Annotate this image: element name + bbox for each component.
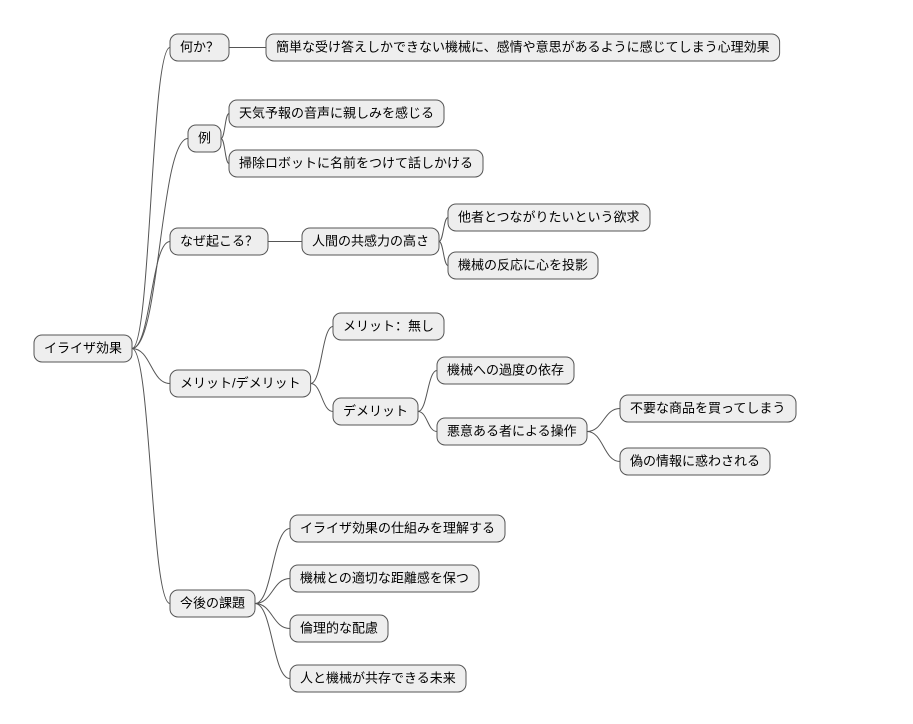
edge-root-n4 — [132, 349, 170, 384]
edge-n3a-n3a2 — [439, 242, 448, 266]
node-label-n3: なぜ起こる？ — [180, 233, 258, 248]
node-n2b: 掃除ロボットに名前をつけて話しかける — [229, 150, 483, 177]
node-label-n5c: 倫理的な配慮 — [300, 620, 378, 635]
node-n3: なぜ起こる？ — [170, 228, 268, 255]
nodes-layer: イライザ効果 何か？ 簡単な受け答えしかできない機械に、感情や意思があるように感じて… — [34, 34, 796, 692]
node-n2: 例 — [188, 125, 221, 152]
mindmap-canvas: イライザ効果 何か？ 簡単な受け答えしかできない機械に、感情や意思があるように感じて… — [0, 0, 913, 724]
node-n3a2: 機械の反応に心を投影 — [448, 252, 598, 279]
edge-n5-n5d — [255, 604, 290, 679]
node-n4b2b: 偽の情報に惑わされる — [620, 448, 770, 475]
node-n1: 何か？ — [170, 34, 229, 61]
edge-root-n3 — [132, 242, 170, 349]
node-n4: メリット/デメリット — [170, 370, 311, 397]
node-label-n4: メリット/デメリット — [180, 375, 301, 390]
edge-n4b2-n4b2a — [587, 409, 620, 432]
node-label-n3a: 人間の共感力の高さ — [312, 233, 429, 248]
edge-root-n5 — [132, 349, 170, 604]
node-label-n4b2b: 偽の情報に惑わされる — [630, 453, 760, 468]
node-label-n5a: イライザ効果の仕組みを理解する — [300, 520, 495, 535]
edge-n4b-n4b1 — [418, 371, 437, 412]
edge-n4b-n4b2 — [418, 412, 437, 432]
edge-n2-n2a — [221, 114, 229, 139]
edge-n5-n5a — [255, 529, 290, 604]
edge-n5-n5c — [255, 604, 290, 629]
node-label-n5: 今後の課題 — [180, 595, 245, 610]
edge-n3a-n3a1 — [439, 218, 448, 242]
edge-n4-n4b — [311, 384, 333, 412]
node-label-root: イライザ効果 — [44, 340, 122, 355]
edge-n4-n4a — [311, 327, 333, 384]
node-n4b1: 機械への過度の依存 — [437, 357, 574, 384]
node-label-n2a: 天気予報の音声に親しみを感じる — [239, 105, 434, 120]
node-label-n4b: デメリット — [343, 403, 408, 418]
edge-n4b2-n4b2b — [587, 432, 620, 462]
node-n4b2: 悪意ある者による操作 — [437, 418, 587, 445]
node-label-n4a: メリット：無し — [343, 318, 434, 333]
node-label-n4b1: 機械への過度の依存 — [447, 362, 564, 377]
node-n5d: 人と機械が共存できる未来 — [290, 665, 466, 692]
node-n5b: 機械との適切な距離感を保つ — [290, 565, 479, 592]
node-n3a1: 他者とつながりたいという欲求 — [448, 204, 650, 231]
node-label-n1: 何か？ — [180, 39, 219, 54]
node-n4a: メリット：無し — [333, 313, 444, 340]
node-label-n3a1: 他者とつながりたいという欲求 — [458, 209, 639, 224]
node-label-n1a: 簡単な受け答えしかできない機械に、感情や意思があるように感じてしまう心理効果 — [276, 39, 770, 54]
node-n5a: イライザ効果の仕組みを理解する — [290, 515, 505, 542]
node-n4b2a: 不要な商品を買ってしまう — [620, 395, 796, 422]
node-n5: 今後の課題 — [170, 590, 255, 617]
node-n3a: 人間の共感力の高さ — [302, 228, 439, 255]
node-n2a: 天気予報の音声に親しみを感じる — [229, 100, 444, 127]
node-n1a: 簡単な受け答えしかできない機械に、感情や意思があるように感じてしまう心理効果 — [266, 34, 780, 61]
node-label-n4b2a: 不要な商品を買ってしまう — [630, 400, 785, 415]
node-label-n5d: 人と機械が共存できる未来 — [300, 670, 456, 685]
node-label-n2b: 掃除ロボットに名前をつけて話しかける — [239, 155, 473, 170]
node-n5c: 倫理的な配慮 — [290, 615, 388, 642]
node-label-n2: 例 — [198, 130, 211, 145]
node-label-n3a2: 機械の反応に心を投影 — [458, 257, 588, 272]
node-label-n4b2: 悪意ある者による操作 — [447, 423, 577, 438]
node-n4b: デメリット — [333, 398, 418, 425]
node-root: イライザ効果 — [34, 335, 132, 362]
node-label-n5b: 機械との適切な距離感を保つ — [300, 570, 469, 585]
edge-n2-n2b — [221, 139, 229, 164]
edge-n5-n5b — [255, 579, 290, 604]
